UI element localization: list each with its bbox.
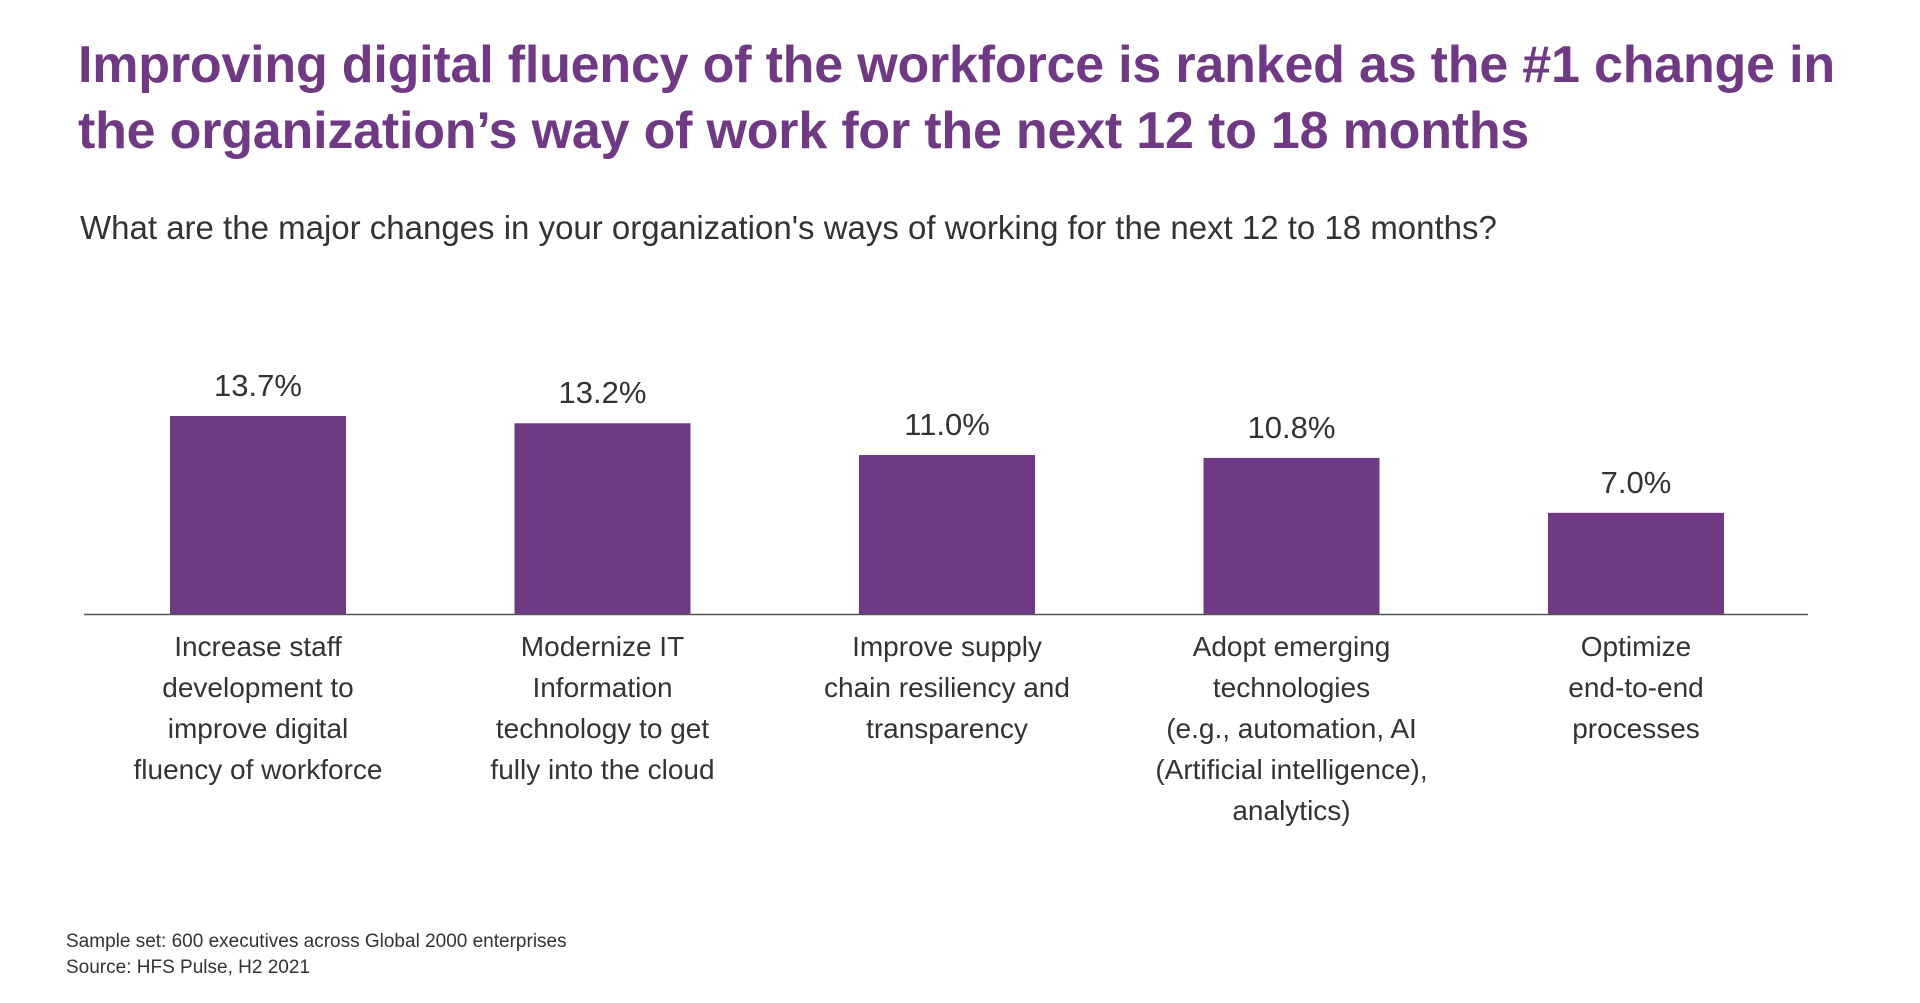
chart-question: What are the major changes in your organ… bbox=[80, 209, 1497, 246]
bar-1 bbox=[170, 416, 346, 614]
bar-value-label-3: 11.0% bbox=[904, 407, 990, 442]
category-label-1: Increase staff development to improve di… bbox=[133, 631, 383, 785]
bar-2 bbox=[514, 423, 691, 614]
footnote-source: Source: HFS Pulse, H2 2021 bbox=[66, 957, 310, 978]
category-label-2: Modernize IT Information technology to g… bbox=[490, 631, 715, 785]
footnote-sample: Sample set: 600 executives across Global… bbox=[66, 931, 567, 952]
bar-5 bbox=[1548, 512, 1724, 614]
value-labels-group: 13.7% 13.2% 11.0% 10.8% 7.0% bbox=[214, 368, 1671, 500]
bar-3 bbox=[859, 455, 1035, 614]
bar-4 bbox=[1203, 457, 1380, 614]
bar-value-label-5: 7.0% bbox=[1601, 465, 1672, 500]
bar-value-label-4: 10.8% bbox=[1248, 410, 1336, 445]
category-label-4: Adopt emerging technologies (e.g., autom… bbox=[1155, 631, 1428, 826]
page-title: Improving digital fluency of the workfor… bbox=[78, 36, 1835, 160]
category-label-5: Optimize end-to-end processes bbox=[1568, 631, 1704, 744]
category-label-3: Improve supply chain resiliency and tran… bbox=[824, 631, 1070, 744]
bars-group bbox=[170, 416, 1724, 614]
bar-value-label-2: 13.2% bbox=[559, 375, 647, 410]
bar-value-label-1: 13.7% bbox=[214, 368, 302, 403]
